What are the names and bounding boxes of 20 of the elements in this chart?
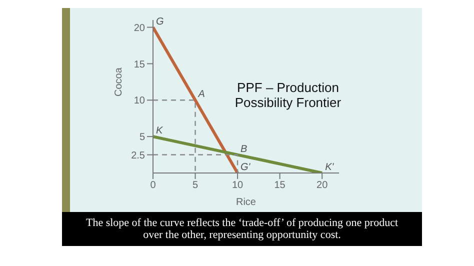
text: PPF – Production Possibility Frontier bbox=[234, 80, 342, 110]
x-tick-label: 10 bbox=[232, 180, 244, 192]
x-tick-label: 15 bbox=[274, 180, 286, 192]
text: The slope of the curve reflects the ‘trade-off’ of producing one product over the other, representing opportunity cost. bbox=[62, 212, 422, 246]
x-tick-label: 5 bbox=[192, 180, 198, 192]
annotation: K' bbox=[325, 162, 335, 173]
x-tick-label: 20 bbox=[316, 180, 328, 192]
annotation: G bbox=[156, 16, 164, 28]
annotation: G' bbox=[240, 162, 252, 173]
annotation: B bbox=[240, 144, 248, 155]
y-tick-label: 2.5 bbox=[131, 150, 146, 162]
y-tick-label: 5 bbox=[139, 132, 146, 144]
y-tick-label: 15 bbox=[134, 59, 146, 70]
x-tick-label: 0 bbox=[150, 180, 156, 192]
annotation: A bbox=[197, 89, 206, 100]
y-tick-label: 10 bbox=[134, 96, 146, 107]
y-tick-label: 20 bbox=[134, 22, 146, 34]
annotation: K bbox=[156, 126, 164, 137]
y-axis-title: Cocoa bbox=[114, 67, 125, 96]
x-axis-title: Rice bbox=[236, 197, 256, 208]
